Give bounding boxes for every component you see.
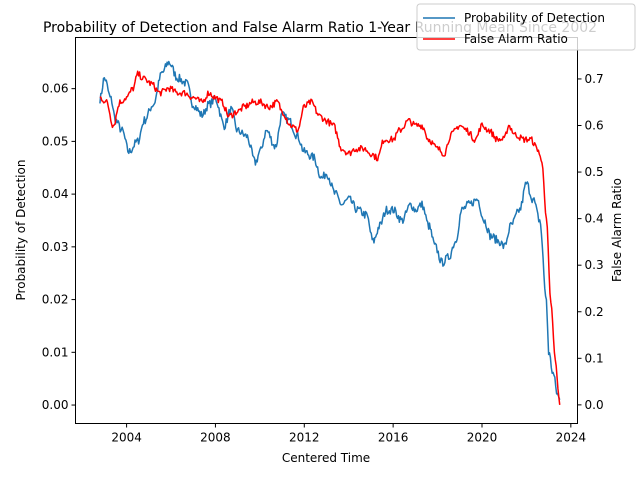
legend-box — [416, 3, 636, 51]
y-tick-label-right: 0.5 — [585, 165, 604, 179]
left-series-layer — [99, 60, 561, 401]
y-axis-label-left: Probability of Detection — [14, 160, 28, 301]
y-tick-label-left: 0.05 — [42, 134, 69, 148]
x-tick-label: 2004 — [111, 431, 142, 445]
y-tick-label-right: 0.4 — [585, 212, 604, 226]
series-line-probability-of-detection — [99, 60, 561, 401]
x-tick-label: 2024 — [556, 431, 587, 445]
legend-label-pod: Probability of Detection — [464, 11, 605, 25]
x-tick-label: 2016 — [378, 431, 409, 445]
y-tick-label-right: 0.2 — [585, 305, 604, 319]
y-tick-label-left: 0.01 — [42, 345, 69, 359]
x-axis: 2004 2008 2012 2016 2020 2024 — [111, 423, 587, 445]
x-tick-label: 2012 — [289, 431, 320, 445]
y-tick-label-left: 0.04 — [42, 187, 69, 201]
right-series-layer — [99, 70, 561, 405]
x-tick-label: 2020 — [467, 431, 498, 445]
y-tick-label-left: 0.03 — [42, 240, 69, 254]
legend-label-far: False Alarm Ratio — [464, 32, 568, 46]
y-tick-label-left: 0.00 — [42, 398, 69, 412]
y-tick-label-right: 0.1 — [585, 351, 604, 365]
x-axis-label: Centered Time — [282, 451, 370, 465]
axes-frame — [75, 37, 578, 424]
y-tick-label-right: 0.6 — [585, 119, 604, 133]
plot-area — [75, 37, 578, 424]
y-axis-label-right: False Alarm Ratio — [610, 178, 624, 282]
y-tick-label-right: 0.3 — [585, 258, 604, 272]
series-line-false-alarm-ratio — [99, 70, 561, 405]
y-tick-label-left: 0.06 — [42, 82, 69, 96]
y-axis-right: 0.0 0.1 0.2 0.3 0.4 0.5 0.6 0.7 — [577, 72, 604, 412]
y-tick-label-right: 0.7 — [585, 72, 604, 86]
legend: Probability of Detection False Alarm Rat… — [416, 3, 636, 51]
y-tick-label-left: 0.02 — [42, 293, 69, 307]
y-axis-left: 0.00 0.01 0.02 0.03 0.04 0.05 0.06 — [42, 82, 76, 412]
y-tick-label-right: 0.0 — [585, 398, 604, 412]
x-tick-label: 2008 — [200, 431, 231, 445]
